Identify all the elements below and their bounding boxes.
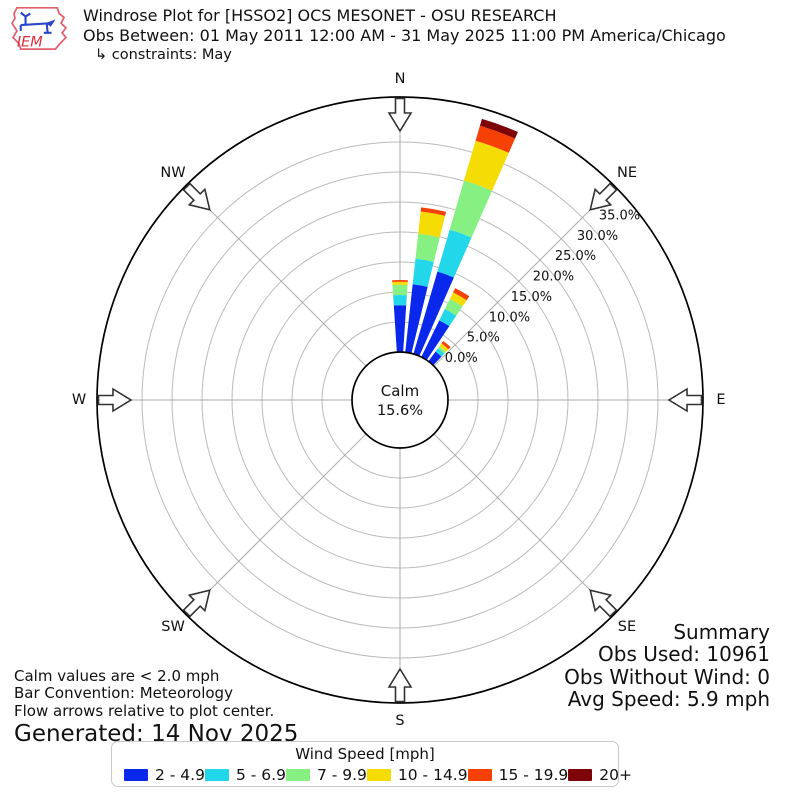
note-calm: Calm values are < 2.0 mph (14, 667, 220, 685)
legend-item: 5 - 6.9 (204, 766, 286, 784)
compass-label: E (716, 392, 725, 408)
flow-arrow (589, 182, 618, 211)
legend-item: 20+ (568, 766, 632, 784)
legend-label: 7 - 9.9 (316, 766, 367, 784)
legend-label: 5 - 6.9 (235, 766, 286, 784)
page-title: Windrose Plot for [HSSO2] OCS MESONET - … (83, 6, 557, 25)
legend-item: 7 - 9.9 (285, 766, 367, 784)
summary-obs-used: Obs Used: 10961 (598, 642, 770, 667)
summary-avg-speed: Avg Speed: 5.9 mph (567, 687, 770, 712)
legend-swatch (366, 769, 391, 781)
calm-value: 15.6% (377, 403, 423, 419)
iem-logo: IEM (11, 6, 68, 50)
petal-segment (415, 233, 440, 262)
petal-segment (437, 346, 447, 354)
legend-label: 10 - 14.9 (397, 766, 468, 784)
spoke-line (433, 433, 615, 615)
flow-arrow (182, 589, 211, 618)
petal-segment (441, 340, 451, 350)
petal-segment (435, 348, 445, 357)
legend-swatch (467, 769, 492, 781)
legend-items: 2 - 4.9 5 - 6.9 7 - 9.9 10 - 14.9 15 - 19.9 2… (112, 763, 632, 784)
wind-speed-legend: Wind Speed [mph] 2 - 4.9 5 - 6.9 7 - 9.9 10… (111, 741, 632, 787)
calm-circle (351, 351, 449, 449)
header: Windrose Plot for [HSSO2] OCS MESONET - … (83, 6, 726, 64)
outer-circle (96, 96, 704, 704)
compass-label: W (72, 392, 86, 408)
notes-block: Calm values are < 2.0 mph Bar Convention… (14, 667, 298, 747)
legend-item: 10 - 14.9 (366, 766, 468, 784)
note-flow-arrows: Flow arrows relative to plot center. (14, 701, 275, 720)
spoke-line (185, 433, 367, 615)
petal-segment (421, 320, 450, 361)
petal-segment (475, 125, 516, 153)
obs-range-subtitle: Obs Between: 01 May 2011 12:00 AM - 31 M… (83, 26, 726, 45)
spoke-line (185, 185, 367, 367)
legend-label: 2 - 4.9 (155, 766, 205, 784)
calm-label: Calm (381, 382, 419, 400)
flow-arrow (387, 97, 413, 133)
petal-segment (392, 280, 408, 283)
flow-arrow (589, 589, 618, 618)
petal-segment (392, 281, 408, 286)
compass-label: NE (617, 165, 637, 181)
petal-segment (444, 298, 463, 316)
petal-segment (412, 258, 434, 287)
legend-swatch (285, 769, 310, 781)
radial-tick-label: 5.0% (467, 331, 500, 346)
petal-segment (437, 229, 472, 278)
radial-tick-label: 20.0% (533, 270, 574, 285)
petal-segment (463, 140, 509, 191)
summary-block: Summary Obs Used: 10961 Obs Without Wind… (564, 621, 770, 711)
legend-swatch (124, 769, 148, 781)
petal-segment (393, 305, 407, 353)
legend-title: Wind Speed [mph] (295, 745, 435, 763)
radial-tick-label: 10.0% (489, 310, 530, 325)
spoke-line (433, 185, 615, 367)
radial-tick-label: 35.0% (599, 208, 640, 223)
petal-segment (453, 288, 470, 301)
note-convention: Bar Convention: Meteorology (14, 684, 233, 703)
petal-segment (449, 180, 493, 238)
legend-swatch (204, 769, 229, 781)
compass-label: NW (160, 165, 185, 181)
petal-segment (479, 118, 518, 139)
compass-label: SW (161, 619, 185, 635)
petal-segment (420, 207, 447, 216)
compass-label: S (395, 713, 404, 729)
weather-vane-icon (19, 11, 56, 34)
legend-swatch (568, 769, 593, 781)
petal-segment (413, 271, 454, 357)
petal-segment (405, 284, 428, 354)
petal-segment (392, 284, 408, 296)
compass-label: N (395, 71, 406, 87)
radial-tick-label: 15.0% (511, 290, 552, 305)
constraints-line: ↳ constraints: May (95, 47, 232, 63)
legend-item: 2 - 4.9 (124, 766, 205, 784)
petal-segment (439, 309, 457, 327)
petal-segment (449, 292, 467, 307)
petal-segment (439, 343, 449, 352)
petal-segment (393, 295, 407, 306)
logo-text: IEM (17, 34, 43, 50)
petal-segment (418, 211, 446, 238)
radial-tick-label: 25.0% (555, 249, 596, 264)
radial-tick-label: 30.0% (577, 229, 618, 244)
summary-obs-without-wind: Obs Without Wind: 0 (564, 664, 770, 689)
flow-arrow (97, 387, 133, 413)
flow-arrow (182, 182, 211, 211)
legend-label: 15 - 19.9 (498, 766, 569, 784)
legend-label: 20+ (599, 766, 632, 784)
flow-arrow (667, 387, 703, 413)
radial-tick-label: 0.0% (445, 351, 478, 366)
compass-label: SE (618, 619, 636, 635)
summary-title: Summary (673, 620, 770, 644)
legend-item: 15 - 19.9 (467, 766, 569, 784)
flow-arrow (387, 667, 413, 703)
petal-segment (428, 351, 442, 366)
